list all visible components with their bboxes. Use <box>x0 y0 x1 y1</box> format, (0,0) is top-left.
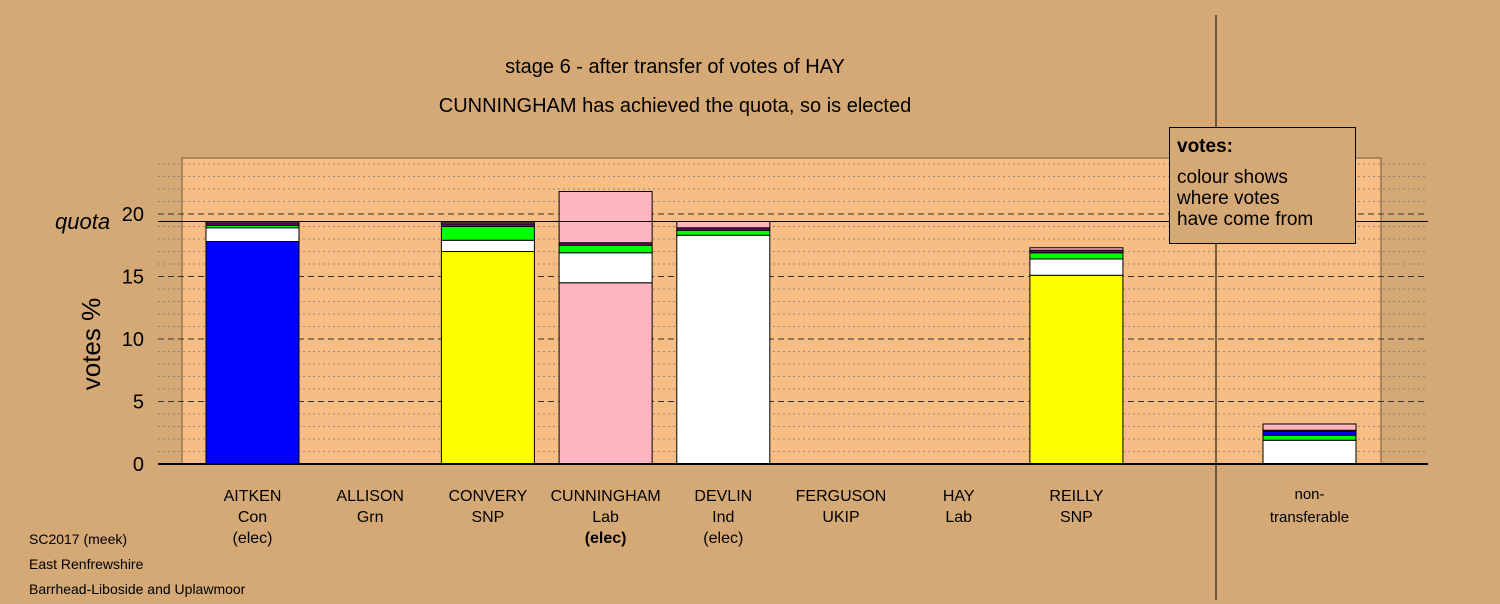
bar-devlin-segment <box>676 221 771 229</box>
legend-line-1: colour shows <box>1177 167 1288 188</box>
candidate-name: CONVERY <box>448 488 527 505</box>
bar-reilly-segment <box>1029 274 1124 465</box>
footer: SC2017 (meek) East Renfrewshire Barrhead… <box>29 529 245 604</box>
candidate-name: DEVLIN <box>694 488 752 505</box>
bar-nontransferable-segment <box>1262 439 1357 465</box>
y-tick-label: 10 <box>122 329 144 351</box>
bar-cunningham-segment <box>558 191 653 244</box>
candidate-party: SNP <box>1060 509 1093 526</box>
bar-reilly-segment <box>1029 247 1124 251</box>
candidate-party: SNP <box>471 509 504 526</box>
y-tick-label: 5 <box>133 392 144 414</box>
candidate-name: HAY <box>943 488 975 505</box>
footer-ward: Barrhead-Liboside and Uplawmoor <box>29 581 246 597</box>
candidate-party: Ind <box>712 509 734 526</box>
y-tick-label: 15 <box>122 267 144 289</box>
bar-aitken-segment <box>205 227 300 242</box>
candidate-name: AITKEN <box>224 488 282 505</box>
candidate-party: Con <box>238 509 267 526</box>
bar-reilly-segment <box>1029 258 1124 276</box>
chart-title: stage 6 - after transfer of votes of HAY <box>505 56 845 78</box>
nontransferable-label: transferable <box>1270 509 1349 526</box>
bar-devlin-segment <box>676 234 771 465</box>
bar-nontransferable-segment <box>1262 431 1357 436</box>
footer-council: East Renfrewshire <box>29 556 144 572</box>
candidate-party: Grn <box>357 509 384 526</box>
nontransferable-label: non- <box>1294 486 1324 503</box>
chart-subtitle: CUNNINGHAM has achieved the quota, so is… <box>439 95 911 117</box>
candidate-party: Lab <box>592 509 619 526</box>
legend: votes: colour shows where votes have com… <box>1169 127 1356 244</box>
bar-devlin-segment <box>676 229 771 236</box>
bar-nontransferable-segment <box>1262 423 1357 431</box>
candidate-party: Lab <box>945 509 972 526</box>
bar-cunningham-segment <box>558 282 653 465</box>
legend-line-2: where votes <box>1177 188 1280 209</box>
candidate-status: (elec) <box>585 530 627 547</box>
candidate-name: ALLISON <box>336 488 404 505</box>
candidate-status: (elec) <box>703 530 743 547</box>
bar-cunningham-segment <box>558 244 653 254</box>
bar-cunningham-segment <box>558 252 653 284</box>
bar-convery-segment <box>440 239 535 252</box>
candidate-name: FERGUSON <box>796 488 887 505</box>
quota-label: quota <box>55 209 110 234</box>
candidate-name: CUNNINGHAM <box>550 488 660 505</box>
footer-election: SC2017 (meek) <box>29 531 128 547</box>
bar-aitken-segment <box>205 241 300 465</box>
legend-line-3: have come from <box>1177 209 1314 230</box>
y-tick-label: 0 <box>133 454 144 476</box>
bar-reilly-segment <box>1029 252 1124 260</box>
bar-convery-segment <box>440 222 535 225</box>
y-axis-label: votes % <box>76 298 106 391</box>
bar-convery-segment <box>440 251 535 465</box>
candidate-status: (elec) <box>232 530 272 547</box>
y-tick-label: 20 <box>122 204 144 226</box>
bar-nontransferable-segment <box>1262 434 1357 441</box>
candidate-party: UKIP <box>822 509 859 526</box>
legend-title: votes: <box>1177 136 1233 157</box>
candidate-name: REILLY <box>1049 488 1103 505</box>
bar-convery-segment <box>440 226 535 241</box>
